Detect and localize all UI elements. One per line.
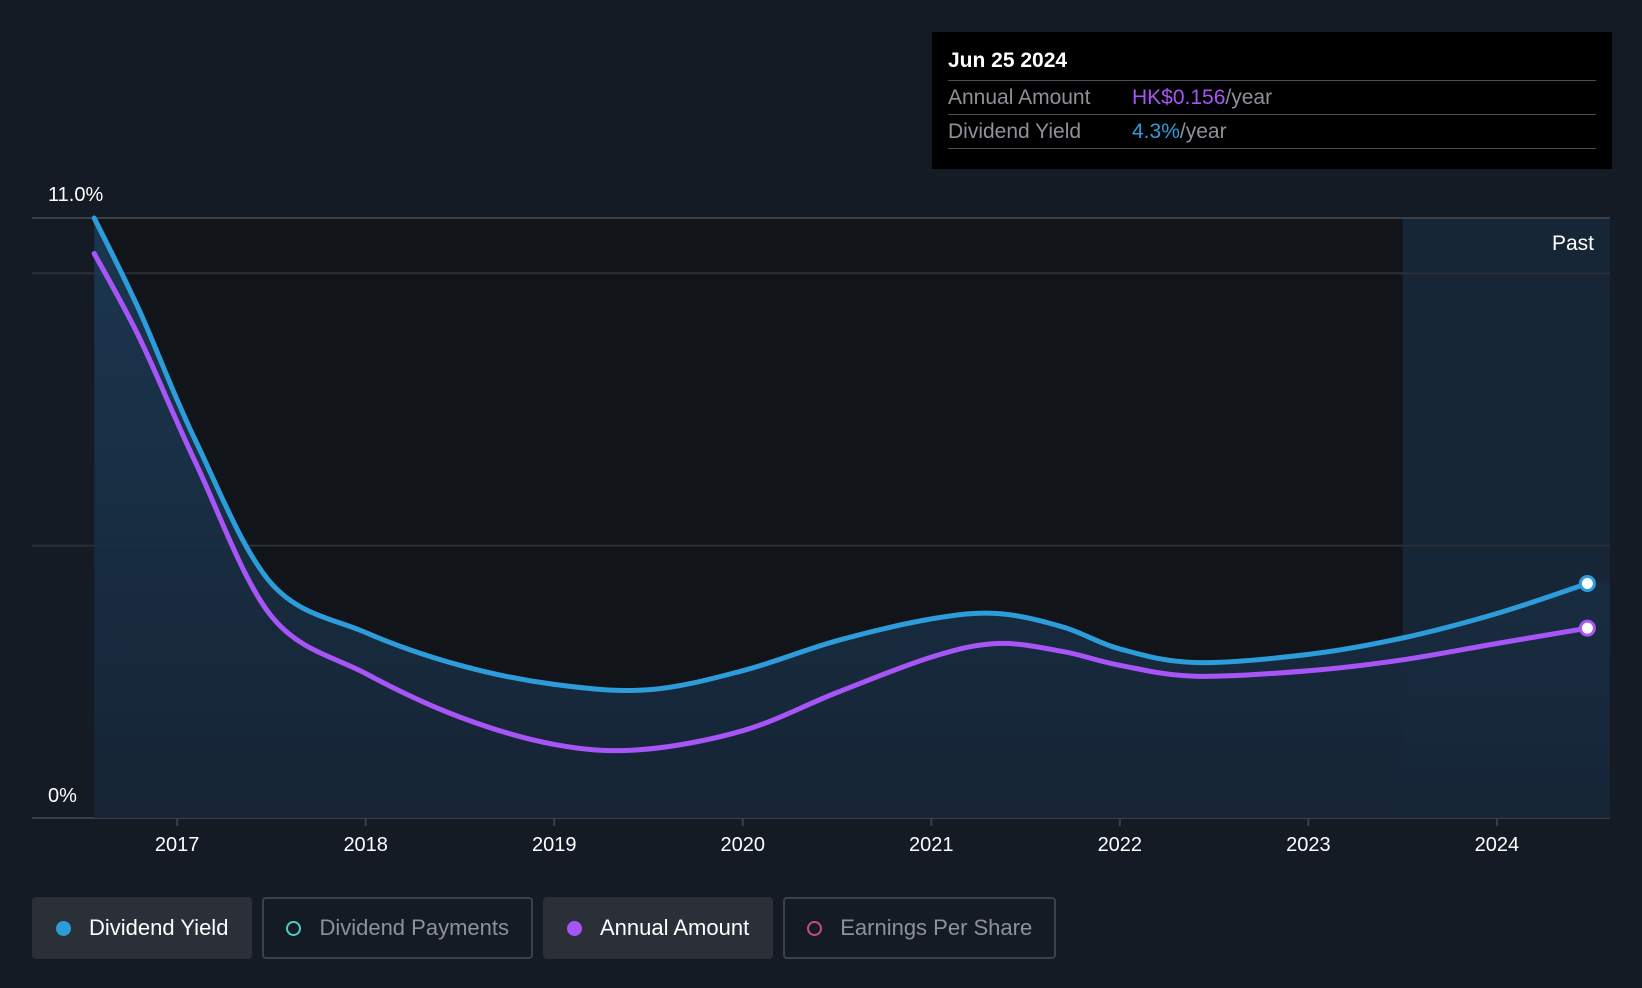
x-tick-label: 2021 bbox=[909, 834, 954, 856]
dividend-payments-circle-icon bbox=[286, 920, 302, 936]
dividend-yield-dot-icon bbox=[56, 920, 71, 936]
legend-item-annual-amount[interactable]: Annual Amount bbox=[542, 897, 774, 959]
tooltip-value: HK$0.156 bbox=[1132, 86, 1226, 109]
tooltip-date: Jun 25 2024 bbox=[948, 49, 1068, 72]
x-tick-label: 2020 bbox=[721, 834, 766, 856]
past-label: Past bbox=[1552, 232, 1594, 255]
yield-area bbox=[94, 218, 1611, 818]
tooltip-unit: /year bbox=[1179, 120, 1227, 143]
legend-item-dividend-payments[interactable]: Dividend Payments bbox=[262, 897, 533, 959]
tooltip-value: 4.3% bbox=[1132, 120, 1180, 143]
legend-item-dividend-yield[interactable]: Dividend Yield bbox=[32, 897, 253, 959]
legend-label: Dividend Yield bbox=[89, 915, 229, 940]
tooltip-row-dividend-yield: Dividend Yield 4.3%/year bbox=[948, 114, 1596, 149]
series-line-annual-amount bbox=[91, 251, 1590, 754]
x-tick-label: 2023 bbox=[1286, 834, 1331, 856]
earnings-per-share-circle-icon bbox=[807, 920, 823, 936]
y-axis-bottom-label: 0% bbox=[48, 785, 77, 807]
series-line-dividend-yield bbox=[91, 215, 1590, 694]
legend-label: Dividend Payments bbox=[319, 915, 509, 940]
legend-label: Earnings Per Share bbox=[840, 915, 1033, 940]
x-axis-ticks: 2017 2018 2019 2020 2021 2022 2023 2024 bbox=[155, 818, 1519, 856]
tooltip-unit: /year bbox=[1225, 86, 1273, 109]
x-tick-label: 2019 bbox=[532, 834, 577, 856]
x-tick-label: 2017 bbox=[155, 834, 200, 856]
x-tick-label: 2024 bbox=[1475, 834, 1520, 856]
yield-end-point[interactable] bbox=[1578, 574, 1596, 592]
amount-end-point[interactable] bbox=[1578, 619, 1596, 637]
legend-label: Annual Amount bbox=[599, 915, 750, 940]
tooltip-label: Annual Amount bbox=[948, 86, 1091, 109]
x-tick-label: 2018 bbox=[343, 834, 388, 856]
y-axis-top-label: 11.0% bbox=[48, 184, 103, 206]
legend: Dividend Yield Dividend Payments Annual … bbox=[32, 897, 1066, 959]
tooltip-row-annual-amount: Annual Amount HK$0.156/year bbox=[948, 80, 1596, 114]
legend-item-earnings-per-share[interactable]: Earnings Per Share bbox=[783, 897, 1057, 959]
tooltip-label: Dividend Yield bbox=[948, 120, 1082, 143]
tooltip: Jun 25 2024 Annual Amount HK$0.156/year … bbox=[932, 32, 1612, 169]
annual-amount-dot-icon bbox=[566, 920, 582, 936]
x-tick-label: 2022 bbox=[1098, 834, 1143, 856]
